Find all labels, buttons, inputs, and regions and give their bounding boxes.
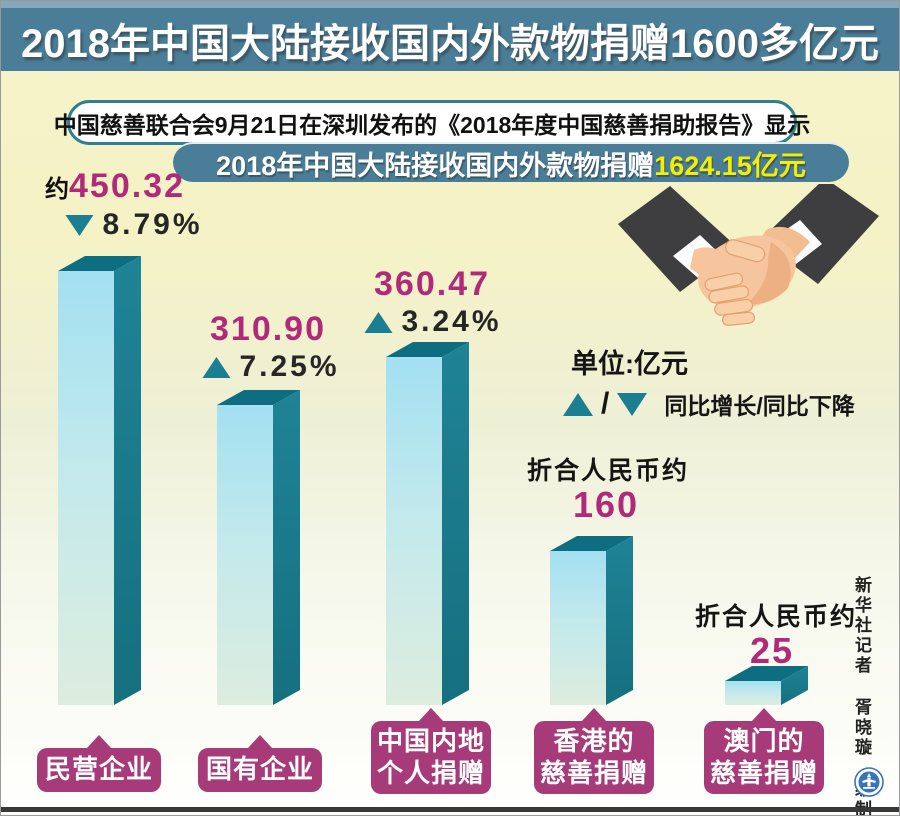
category-bubble-2-pointer xyxy=(418,708,444,722)
unit-label: 单位:亿元 xyxy=(571,349,688,379)
bar-side-2 xyxy=(442,342,469,705)
bar-top-3 xyxy=(550,536,633,551)
bar-0-value-number: 450.32 xyxy=(69,167,185,205)
bar-4-value-note: 折合人民币约 xyxy=(694,603,858,631)
legend: / 同比增长/同比下降 xyxy=(563,387,855,421)
category-bubble-0: 民营企业 xyxy=(37,735,161,792)
bar-front-0 xyxy=(58,271,114,705)
xinhua-logo-icon xyxy=(854,767,884,797)
bar-0-down-triangle-icon xyxy=(65,214,94,236)
bar-3-value-number: 160 xyxy=(572,484,640,525)
category-bubble-4-line-1: 慈善捐赠 xyxy=(709,757,818,788)
bar-3-value: 160 xyxy=(573,484,639,526)
bar-2-value: 360.47 xyxy=(374,265,490,304)
legend-separator: / xyxy=(601,387,610,420)
bottom-edge-line xyxy=(1,807,899,812)
page-title: 2018年中国大陆接收国内外款物捐赠1600多亿元 xyxy=(21,21,879,66)
category-bubble-0-pointer xyxy=(86,735,112,749)
bar-top-1 xyxy=(217,390,300,405)
bar-2-up-triangle-icon xyxy=(364,311,393,333)
bar-1-change: 7.25% xyxy=(202,350,339,384)
category-bubble-3-line-1: 慈善捐赠 xyxy=(539,757,648,788)
legend-up-triangle-icon xyxy=(563,392,593,416)
category-bubble-2-line-1: 个人捐赠 xyxy=(376,757,485,788)
title-banner: 2018年中国大陆接收国内外款物捐赠1600多亿元 xyxy=(1,8,899,71)
category-bubble-3: 香港的 慈善捐赠 xyxy=(534,708,654,794)
bar-side-4 xyxy=(781,666,808,705)
hand-shading xyxy=(748,242,791,305)
bar-0-change-percent: 8.79% xyxy=(102,208,203,241)
category-bubble-1-pointer xyxy=(247,735,273,749)
legend-text: 同比增长/同比下降 xyxy=(664,393,855,419)
category-bubble-4: 澳门的 慈善捐赠 xyxy=(704,708,824,794)
category-bubble-0-line-0: 民营企业 xyxy=(44,754,153,785)
bar-0-change: 8.79% xyxy=(65,208,202,242)
bar-front-2 xyxy=(386,357,442,705)
bar-front-1 xyxy=(217,405,273,705)
bar-0-value: 约 450.32 xyxy=(45,167,185,206)
total-amount-prefix: 2018年中国大陆接收国内外款物捐赠 xyxy=(216,150,655,181)
bar-top-4 xyxy=(725,666,808,681)
bar-3-value-note: 折合人民币约 xyxy=(526,457,690,485)
category-bubble-3-line-0: 香港的 xyxy=(553,725,635,756)
credit-byline: 新华社记者 胥晓璇 编制 xyxy=(852,576,871,816)
category-bubble-1-line-0: 国有企业 xyxy=(205,754,314,785)
bar-front-4 xyxy=(725,681,781,705)
category-bubble-4-pointer xyxy=(751,708,777,722)
category-bubble-4-line-0: 澳门的 xyxy=(723,725,805,756)
bar-side-0 xyxy=(114,256,141,705)
category-bubble-2: 中国内地 个人捐赠 xyxy=(371,708,491,794)
top-edge-strip xyxy=(1,1,899,8)
bar-side-3 xyxy=(606,536,633,705)
bar-4-value: 25 xyxy=(750,630,794,672)
bar-side-1 xyxy=(273,390,300,705)
handshake-illustration-icon xyxy=(618,184,879,326)
bar-0-value-prefix: 约 xyxy=(45,176,69,203)
bar-2-change-percent: 3.24% xyxy=(401,305,502,338)
report-info-text: 中国慈善联合会9月21日在深圳发布的《2018年度中国慈善捐助报告》显示 xyxy=(53,111,811,138)
category-bubble-2-line-0: 中国内地 xyxy=(376,725,485,756)
total-amount-value: 1624.15亿元 xyxy=(654,150,806,181)
category-bubble-3-pointer xyxy=(581,708,607,722)
bar-2-change: 3.24% xyxy=(364,305,501,339)
bar-1-value-number: 310.90 xyxy=(210,310,326,348)
bar-top-0 xyxy=(58,256,141,271)
bar-4-value-number: 25 xyxy=(749,630,795,671)
category-bubble-1: 国有企业 xyxy=(198,735,322,792)
fingers xyxy=(704,239,766,326)
bar-top-2 xyxy=(386,342,469,357)
bar-1-value: 310.90 xyxy=(210,310,326,349)
bar-1-up-triangle-icon xyxy=(202,356,231,378)
legend-down-triangle-icon xyxy=(617,392,648,416)
bar-1-change-percent: 7.25% xyxy=(239,350,340,383)
bar-front-3 xyxy=(550,551,606,705)
total-amount-banner: 2018年中国大陆接收国内外款物捐赠 1624.15亿元 xyxy=(173,142,849,182)
bar-2-value-number: 360.47 xyxy=(374,265,490,303)
